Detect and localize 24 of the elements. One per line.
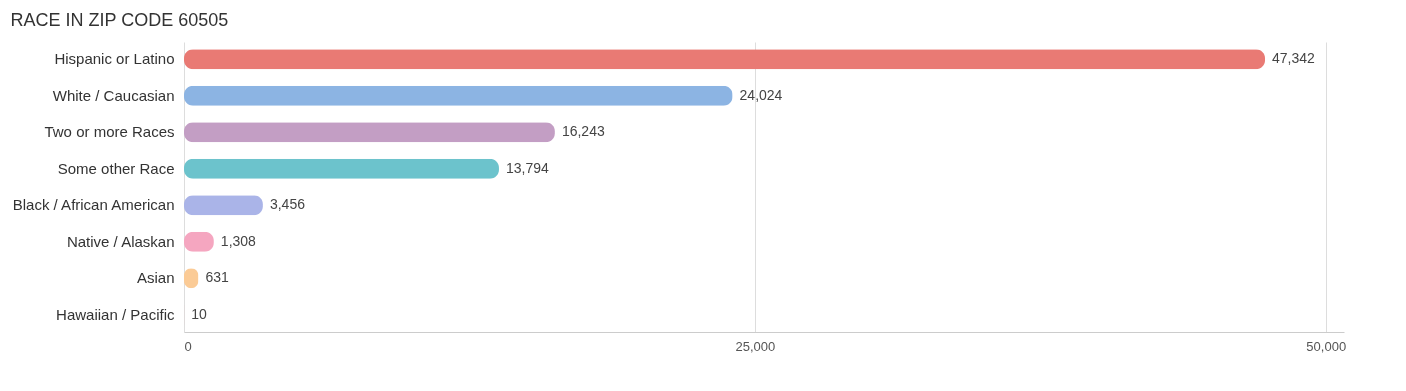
- x-tick-label: 25,000: [735, 338, 776, 354]
- y-tick-label: Some other Race: [57, 159, 175, 177]
- y-tick-label: Two or more Races: [44, 123, 175, 141]
- bar: [184, 158, 499, 179]
- y-tick-label: Asian: [136, 269, 175, 287]
- bar: [184, 85, 733, 106]
- y-tick-label: White / Caucasian: [52, 86, 175, 104]
- bar: [184, 49, 1266, 70]
- y-tick-label: Hawaiian / Pacific: [56, 305, 175, 323]
- data-label: 631: [205, 269, 229, 286]
- data-label: 16,243: [561, 123, 605, 140]
- data-label: 24,024: [739, 86, 783, 103]
- data-label: 13,794: [505, 159, 550, 176]
- x-tick-label: 0: [184, 338, 192, 354]
- bar: [184, 122, 555, 143]
- data-label: 3,456: [269, 196, 306, 213]
- y-tick-label: Native / Alaskan: [66, 232, 175, 250]
- data-label: 47,342: [1272, 50, 1316, 67]
- y-tick-label: Hispanic or Latino: [54, 50, 175, 68]
- data-label: 10: [191, 305, 208, 322]
- y-tick-label: Black / African American: [12, 196, 175, 214]
- data-label: 1,308: [220, 232, 257, 249]
- chart-title: RACE IN ZIP CODE 60505: [10, 10, 229, 30]
- x-tick-label: 50,000: [1306, 338, 1347, 354]
